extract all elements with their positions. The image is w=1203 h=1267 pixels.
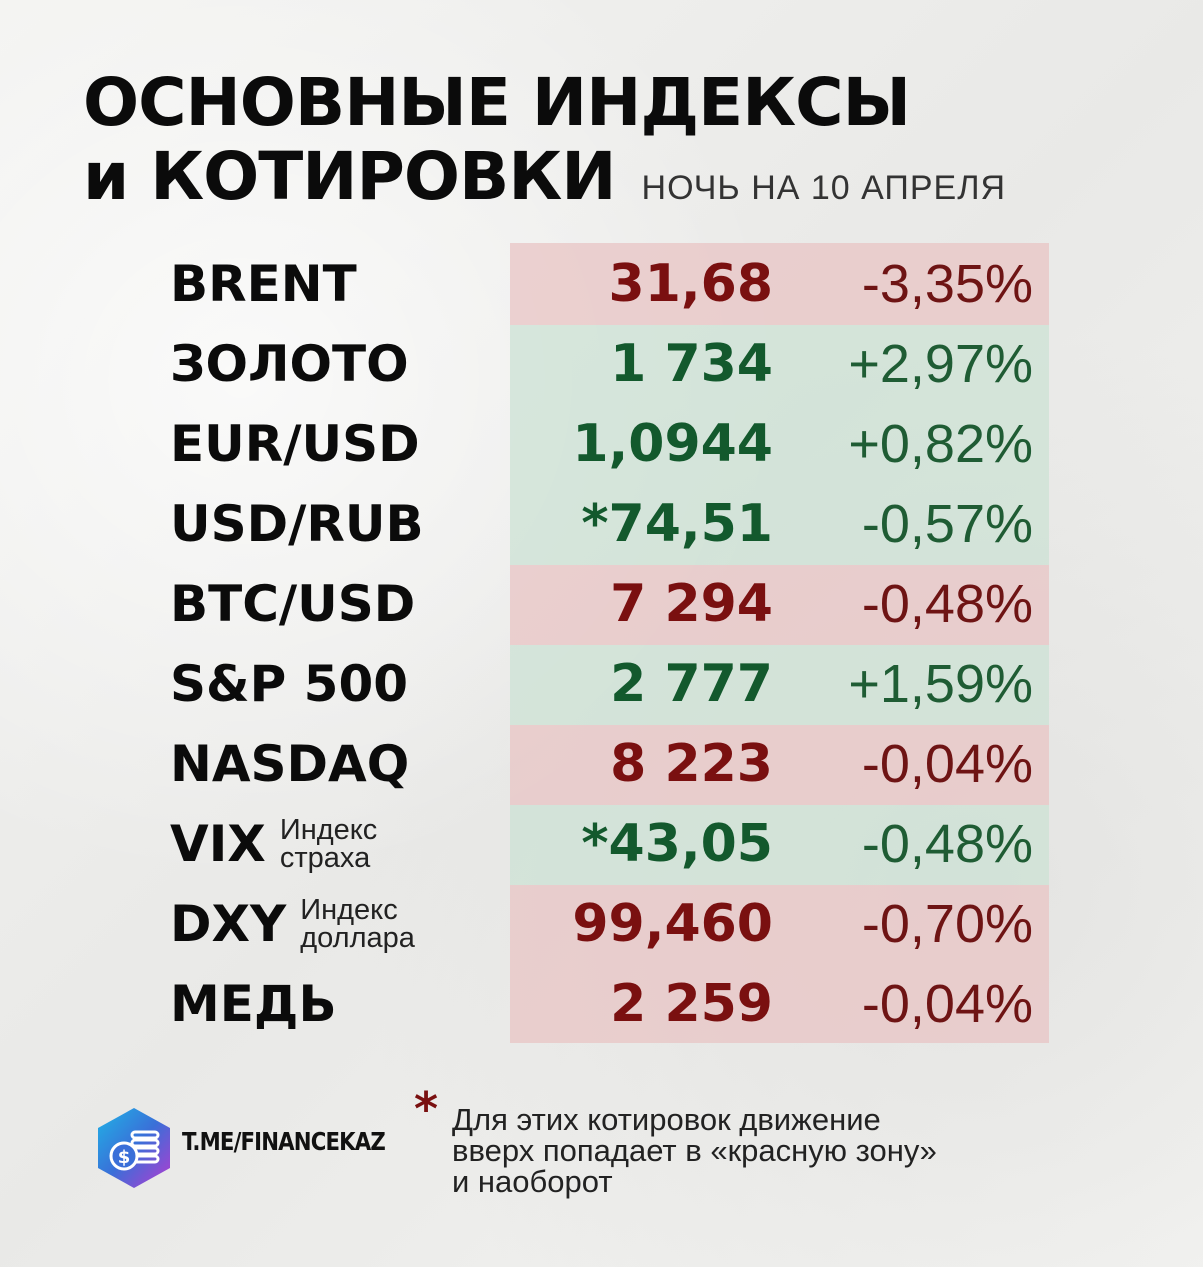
instrument-name: BRENT [170, 255, 357, 313]
footnote-text: Для этих котировок движение вверх попада… [452, 1104, 1092, 1197]
title-line-1: ОСНОВНЫЕ ИНДЕКСЫ [83, 64, 911, 141]
band-green [510, 645, 1049, 725]
channel-link[interactable]: T.ME/FINANCEKAZ [182, 1127, 386, 1156]
quote-row-eurusd: EUR/USD 1,0944 +0,82% [0, 403, 1203, 483]
instrument-name: МЕДЬ [170, 975, 337, 1033]
title-line-2-wrap: и КОТИРОВКИ НОЧЬ НА 10 АПРЕЛЯ [83, 140, 1006, 225]
footnote-line-3: и наоборот [452, 1164, 613, 1199]
page-title: ОСНОВНЫЕ ИНДЕКСЫ и КОТИРОВКИ НОЧЬ НА 10 … [83, 66, 1006, 225]
quote-change: +1,59% [848, 654, 1033, 714]
instrument-name: DXY Индекс доллара [170, 894, 415, 954]
quote-value: 2 777 [610, 654, 773, 714]
coins-dollar-icon: $ [92, 1106, 176, 1190]
instrument-name: VIX Индекс страха [170, 814, 378, 874]
quote-row-brent: BRENT 31,68 -3,35% [0, 243, 1203, 323]
footnote-line-2: вверх попадает в «красную зону» [452, 1133, 937, 1168]
title-line-2: и КОТИРОВКИ [83, 138, 617, 215]
instrument-name: S&P 500 [170, 655, 409, 713]
quotes-table-background [510, 243, 1049, 1043]
instrument-name: BTC/USD [170, 575, 416, 633]
svg-text:$: $ [118, 1147, 131, 1168]
quote-row-gold: ЗОЛОТО 1 734 +2,97% [0, 323, 1203, 403]
quote-change: -0,04% [861, 734, 1033, 794]
band-green [510, 805, 1049, 885]
band-red [510, 725, 1049, 805]
footnote-line-1: Для этих котировок движение [452, 1102, 881, 1137]
instrument-name: EUR/USD [170, 415, 420, 473]
quote-change: -0,04% [861, 974, 1033, 1034]
quote-value: 7 294 [610, 574, 773, 634]
quote-change: -3,35% [861, 254, 1033, 314]
quote-row-dxy: DXY Индекс доллара 99,460 -0,70% [0, 883, 1203, 963]
instrument-name: NASDAQ [170, 735, 410, 793]
quote-row-btcusd: BTC/USD 7 294 -0,48% [0, 563, 1203, 643]
quote-row-sp500: S&P 500 2 777 +1,59% [0, 643, 1203, 723]
quote-value: 2 259 [610, 974, 773, 1034]
quote-row-nasdaq: NASDAQ 8 223 -0,04% [0, 723, 1203, 803]
quote-change: -0,48% [861, 814, 1033, 874]
band-red [510, 243, 1049, 325]
quote-change: -0,57% [861, 494, 1033, 554]
band-red [510, 565, 1049, 645]
quote-value: 99,460 [572, 894, 773, 954]
band-green [510, 325, 1049, 565]
quote-row-copper: МЕДЬ 2 259 -0,04% [0, 963, 1203, 1043]
quote-change: +0,82% [848, 414, 1033, 474]
quote-row-vix: VIX Индекс страха *43,05 -0,48% [0, 803, 1203, 883]
quote-value: 31,68 [608, 254, 773, 314]
instrument-note: Индекс страха [279, 814, 378, 874]
instrument-note: Индекс доллара [300, 894, 415, 954]
footnote-asterisk: * [414, 1082, 439, 1136]
quote-change: +2,97% [848, 334, 1033, 394]
quote-value: *43,05 [581, 814, 773, 874]
quote-value: 8 223 [610, 734, 773, 794]
quote-value: *74,51 [581, 494, 773, 554]
quote-row-usdrub: USD/RUB *74,51 -0,57% [0, 483, 1203, 563]
instrument-name: ЗОЛОТО [170, 335, 409, 393]
date-subtitle: НОЧЬ НА 10 АПРЕЛЯ [641, 169, 1007, 207]
quotes-list: BRENT 31,68 -3,35% ЗОЛОТО 1 734 +2,97% E… [0, 243, 1203, 1043]
instrument-name: USD/RUB [170, 495, 424, 553]
quote-change: -0,48% [861, 574, 1033, 634]
band-red [510, 885, 1049, 1043]
quote-value: 1,0944 [572, 414, 773, 474]
quote-value: 1 734 [610, 334, 773, 394]
quote-change: -0,70% [861, 894, 1033, 954]
